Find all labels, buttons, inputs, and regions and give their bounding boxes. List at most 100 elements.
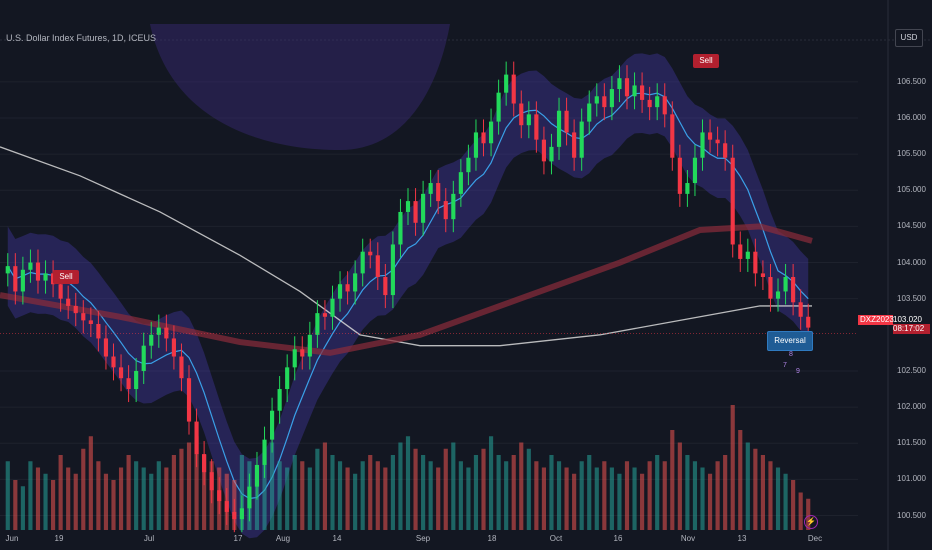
candle-body [383,277,388,296]
volume-bar [723,455,728,530]
volume-bar [360,461,365,530]
count-label: 7 [783,362,787,369]
currency-button[interactable]: USD [895,29,923,47]
volume-bar [436,467,441,530]
volume-bar [458,461,463,530]
volume-bar [549,455,554,530]
volume-bar [149,473,154,530]
candle-body [647,99,652,108]
volume-bar [51,480,56,530]
volume-bar [292,455,297,530]
candle-body [292,349,297,368]
volume-bar [156,461,161,530]
last-price-symbol: DXZ2023 [858,315,894,325]
date-tick-label: Jul [143,534,155,543]
candle-body [609,89,614,108]
candle-body [81,313,86,321]
candle-body [43,273,48,281]
candle-body [760,273,765,277]
candle-body [202,454,207,473]
lightning-icon[interactable]: ⚡ [804,515,818,529]
volume-bar [269,442,275,530]
symbol-title[interactable]: U.S. Dollar Index Futures, 1D, ICEUS [6,33,157,43]
date-tick-label: Jun [5,534,19,543]
volume-bar [20,486,25,530]
candle-body [775,291,781,299]
volume-bar [322,442,328,530]
reversal-signal: Reversal [767,331,813,351]
candle-body [277,389,282,411]
candle-body [504,74,509,93]
candle-body [330,298,335,317]
candle-body [715,139,720,144]
price-tick-label: 102.500 [897,365,926,375]
count-label: 8 [789,351,793,358]
volume-bar [594,467,599,530]
candle-body [602,96,607,108]
volume-bar [405,436,411,530]
candle-body [398,211,403,245]
candle-body [5,266,10,274]
volume-bar [443,448,448,530]
candle-body [353,273,358,292]
volume-bar [692,461,698,530]
candle-body [405,201,411,212]
candle-body [345,284,350,292]
candle-body [247,486,252,509]
date-tick-label: Oct [549,534,563,543]
candle-body [436,183,441,202]
volume-bar [730,405,735,530]
candle-body [307,334,312,357]
volume-bar [685,455,690,530]
kalman-band [7,53,809,539]
volume-bar [118,467,124,530]
candle-body [209,472,214,491]
volume-bar [103,473,109,530]
candle-body [285,367,290,390]
volume-bar [519,442,524,530]
candle-body [768,277,773,299]
volume-bar [5,461,10,530]
candle-body [300,349,305,357]
volume-bar [134,461,139,530]
candle-body [730,157,735,245]
price-tick-label: 106.000 [897,112,926,122]
volume-bar [662,461,667,530]
candle-body [20,269,25,292]
candle-body [451,193,456,220]
candle-body [587,103,592,122]
candle-body [134,370,139,390]
volume-bar [738,430,743,530]
volume-bar [700,467,705,530]
price-tick-label: 103.500 [897,293,926,303]
candle-body [632,85,637,97]
candle-body [118,367,124,379]
volume-bar [511,455,516,530]
candle-body [368,251,373,256]
candle-body [186,378,192,422]
volume-bar [647,461,652,530]
candle-body [556,110,562,147]
volume-bar [73,473,78,530]
volume-bar [179,448,184,530]
price-tick-label: 100.500 [897,510,926,520]
candle-body [723,143,728,158]
candle-body [496,92,501,122]
volume-bar [655,455,660,530]
candle-body [481,132,486,144]
volume-bar [783,473,788,530]
volume-bar [28,461,33,530]
volume-bar [624,461,630,530]
candle-body [806,316,811,328]
candle-body [413,201,418,223]
volume-bar [13,480,18,530]
volume-bar [579,461,584,530]
candle-body [390,244,395,296]
price-tick-label: 104.500 [897,221,926,231]
volume-bar [473,455,479,530]
candle-body [111,356,116,368]
volume-bar [164,467,169,530]
candle-body [239,508,244,520]
volume-bar [141,467,146,530]
